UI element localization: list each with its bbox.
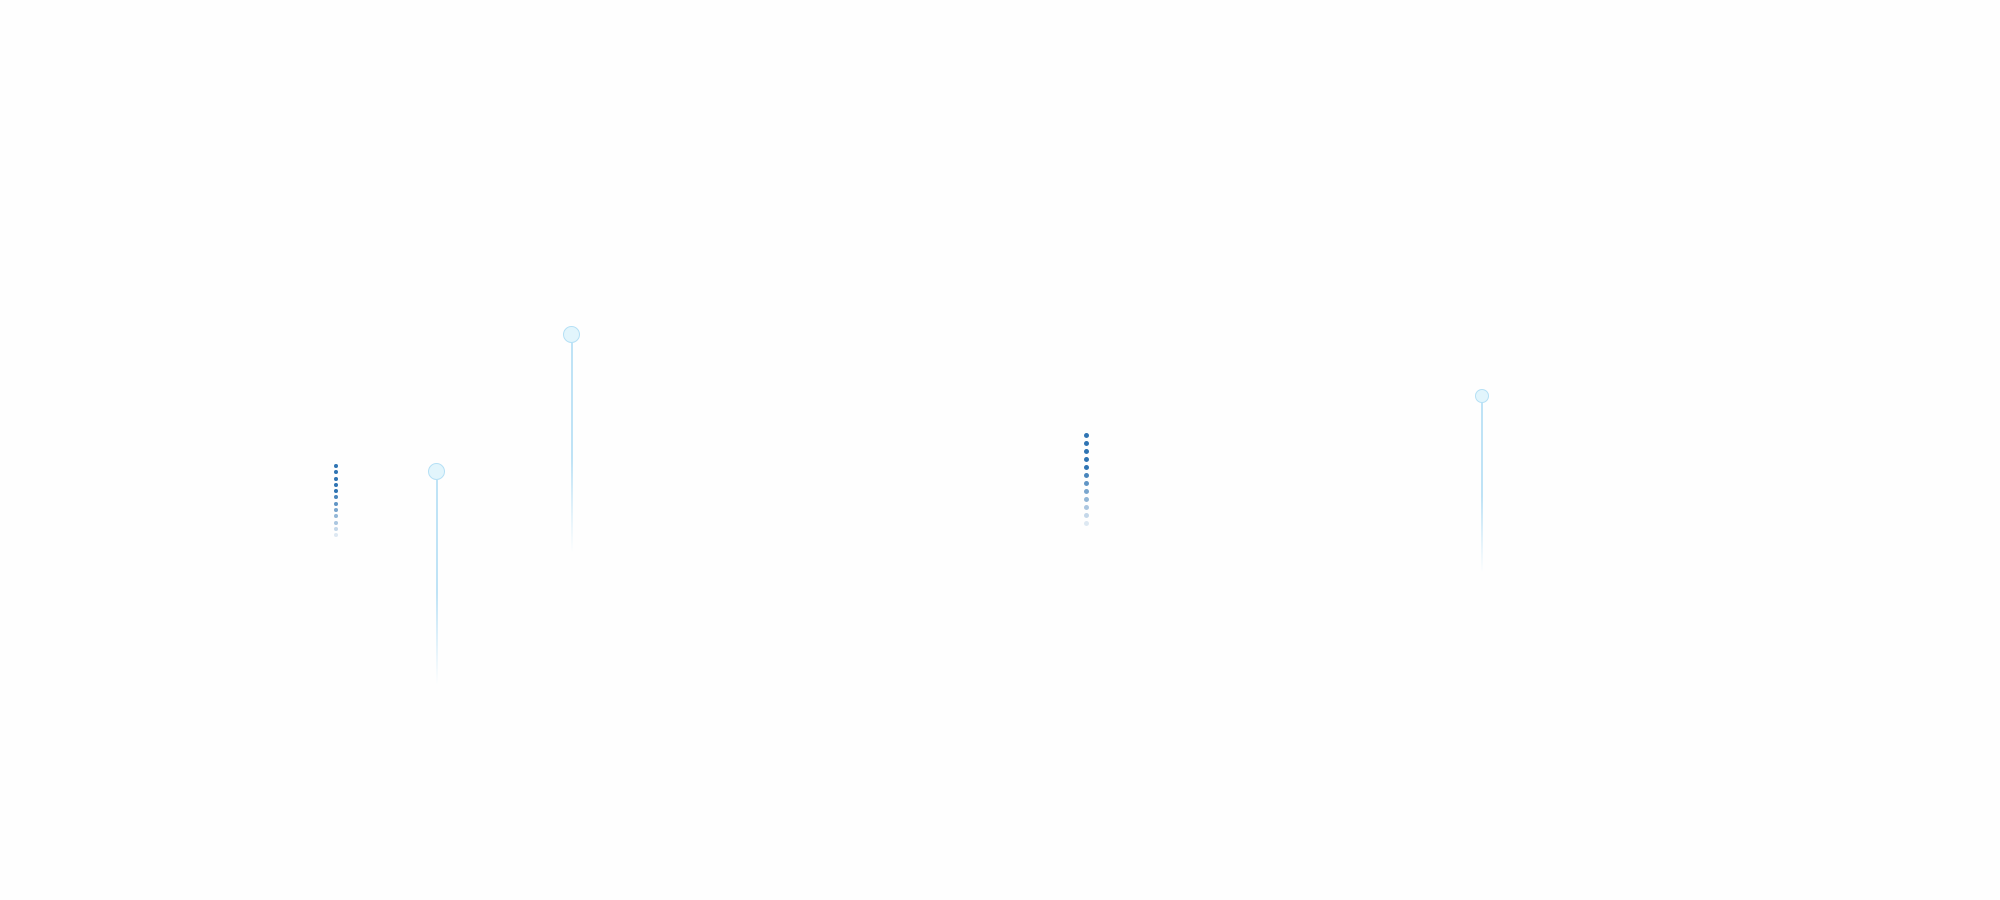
dot [334, 476, 338, 481]
dot [1084, 497, 1089, 502]
dot [1084, 505, 1089, 510]
pin-line [570, 343, 573, 553]
dot [1084, 465, 1089, 470]
dot [334, 508, 338, 513]
dot [1084, 473, 1089, 478]
dot [334, 482, 338, 487]
dot [334, 526, 338, 531]
dot [334, 514, 338, 519]
map-pin-left-high [563, 326, 580, 553]
dot [1084, 457, 1089, 462]
dot [334, 533, 338, 538]
dot [1084, 433, 1089, 438]
dot [334, 464, 338, 468]
dot [1084, 513, 1089, 518]
pin-head [563, 326, 580, 343]
dot [1084, 441, 1089, 446]
dot [334, 520, 338, 525]
pin-line [435, 480, 438, 685]
dot [334, 470, 338, 475]
map-pin-right [1475, 389, 1489, 573]
dot [1084, 481, 1089, 486]
loading-dots-column-right [1084, 433, 1089, 526]
pin-line [1481, 403, 1483, 573]
dot [1084, 521, 1089, 526]
map-pin-left-low [428, 463, 445, 685]
pin-head [1475, 389, 1489, 403]
dot [334, 501, 338, 506]
dot [334, 495, 338, 500]
pin-head [428, 463, 445, 480]
loading-dots-column-left [334, 464, 338, 538]
dot [1084, 449, 1089, 454]
dot [1084, 489, 1089, 494]
dot [334, 489, 338, 494]
